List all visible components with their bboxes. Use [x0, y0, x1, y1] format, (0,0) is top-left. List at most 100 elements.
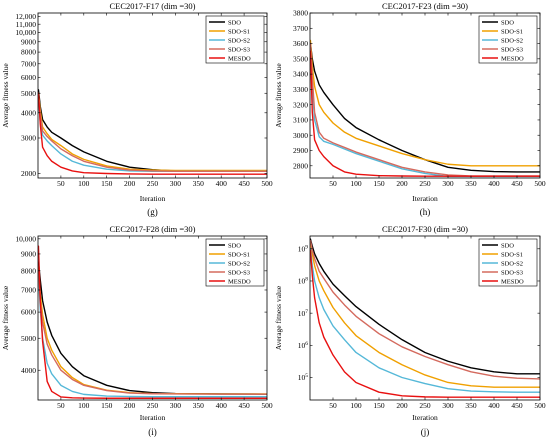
x-tick-label: 150	[101, 179, 113, 188]
x-tick-label: 400	[216, 179, 228, 188]
x-tick-label: 50	[329, 401, 337, 410]
legend-label: SDO-S2	[501, 37, 523, 44]
x-axis-label: Iteration	[140, 413, 166, 422]
panel-label: (h)	[420, 207, 431, 217]
y-axis-label: Average fitness value	[1, 63, 10, 128]
legend-label: SDO	[228, 19, 241, 26]
series-line-sdo	[38, 89, 267, 173]
y-tick-label: 9000	[21, 250, 36, 259]
series-line-sdo-s1	[38, 92, 267, 172]
y-tick-label: 4000	[21, 108, 36, 117]
chart-title: CEC2017-F23 (dim =30)	[382, 1, 468, 11]
x-axis-label: Iteration	[412, 413, 438, 422]
legend-label: SDO-S1	[501, 251, 523, 258]
x-tick-label: 500	[534, 401, 546, 410]
legend-label: SDO-S1	[228, 251, 250, 258]
legend-label: SDO-S1	[228, 28, 250, 35]
x-tick-label: 500	[261, 179, 273, 188]
series-line-sdo-s3	[38, 94, 267, 173]
y-tick-label: 3700	[293, 24, 308, 33]
y-tick-label: 7000	[21, 286, 36, 295]
series-line-sdo-s1	[310, 39, 540, 167]
x-tick-label: 50	[57, 179, 65, 188]
x-axis-label: Iteration	[412, 194, 438, 203]
y-tick-label: 109	[298, 244, 309, 253]
legend: SDO SDO-S1 SDO-S2 SDO-S3 MESDO	[205, 15, 265, 64]
legend: SDO SDO-S1 SDO-S2 SDO-S3 MESDO	[478, 15, 538, 64]
y-tick-label: 3300	[293, 85, 308, 94]
legend-label: SDO-S2	[228, 37, 250, 44]
y-tick-label: 6000	[21, 73, 36, 82]
series-line-sdo-s2	[310, 248, 540, 393]
x-tick-label: 300	[442, 401, 454, 410]
series-line-mesdo	[310, 249, 540, 398]
x-tick-label: 400	[488, 179, 500, 188]
y-tick-label: 3100	[293, 116, 308, 125]
x-tick-label: 450	[511, 179, 523, 188]
y-tick-label: 11,000	[16, 20, 37, 29]
y-tick-label: 3000	[293, 131, 308, 140]
series-line-sdo	[310, 42, 540, 173]
legend-label: SDO-S1	[501, 28, 523, 35]
y-tick-label: 5000	[21, 89, 36, 98]
legend-label: MESDO	[228, 55, 251, 62]
y-axis-label: Average fitness value	[274, 285, 283, 350]
legend: SDO SDO-S1 SDO-S2 SDO-S3 MESDO	[478, 238, 538, 287]
y-axis-label: Average fitness value	[274, 63, 283, 128]
x-tick-label: 450	[511, 401, 523, 410]
series-line-sdo-s3	[38, 270, 267, 395]
panel-label: (j)	[421, 427, 430, 437]
chart-title: CEC2017-F30 (dim =30)	[382, 224, 468, 234]
legend-label: SDO-S2	[501, 260, 523, 267]
x-tick-label: 200	[396, 401, 408, 410]
x-tick-label: 300	[170, 179, 182, 188]
x-axis-label: Iteration	[140, 194, 166, 203]
legend-label: SDO	[501, 242, 514, 249]
y-tick-label: 5000	[21, 334, 36, 343]
y-tick-label: 6000	[21, 308, 36, 317]
legend-label: SDO	[228, 242, 241, 249]
chart-panel-j: 50 100 150 200 250 300 350 400 450 500 105 106 107 10…	[274, 224, 546, 437]
x-tick-label: 150	[101, 401, 113, 410]
x-tick-label: 200	[124, 179, 136, 188]
y-tick-label: 3000	[21, 134, 36, 143]
series-line-sdo-s3	[310, 42, 540, 177]
y-tick-label: 4000	[21, 366, 36, 375]
x-tick-label: 100	[350, 401, 362, 410]
y-axis-label: Average fitness value	[1, 285, 10, 350]
chart-panel-h: 50 100 150 200 250 300 350 400 450 500 2800 2900 300…	[274, 1, 546, 217]
x-tick-label: 500	[261, 401, 273, 410]
x-tick-label: 150	[373, 179, 385, 188]
y-tick-label: 107	[298, 309, 309, 318]
x-tick-label: 250	[147, 179, 159, 188]
y-tick-label: 12,000	[15, 12, 36, 21]
y-tick-label: 2800	[293, 161, 308, 170]
y-tick-label: 108	[298, 277, 309, 286]
series-line-mesdo	[38, 92, 267, 175]
y-tick-label: 2900	[293, 146, 308, 155]
x-tick-label: 250	[147, 401, 159, 410]
x-tick-label: 150	[373, 401, 385, 410]
x-tick-label: 100	[350, 179, 362, 188]
chart-title: CEC2017-F17 (dim =30)	[109, 1, 195, 11]
x-tick-label: 350	[465, 401, 477, 410]
y-tick-label: 106	[298, 341, 309, 350]
y-tick-label: 8000	[21, 266, 36, 275]
legend-label: SDO-S3	[228, 46, 250, 53]
series-line-sdo-s2	[38, 99, 267, 173]
legend-box	[478, 15, 538, 64]
series-line-sdo-s3	[310, 239, 540, 380]
y-tick-label: 3200	[293, 100, 308, 109]
legend-label: SDO-S3	[228, 269, 250, 276]
series-line-sdo-s2	[310, 45, 540, 178]
panel-label: (g)	[147, 207, 158, 217]
legend-label: MESDO	[501, 278, 524, 285]
series-line-sdo	[310, 238, 540, 375]
series-line-mesdo	[310, 50, 540, 177]
y-tick-label: 3400	[293, 70, 308, 79]
x-tick-label: 400	[488, 401, 500, 410]
chart-panel-i: 50 100 150 200 250 300 350 400 450 500 4000 5000 600…	[1, 224, 273, 437]
chart-title: CEC2017-F28 (dim =30)	[109, 224, 195, 234]
x-tick-label: 250	[419, 401, 431, 410]
